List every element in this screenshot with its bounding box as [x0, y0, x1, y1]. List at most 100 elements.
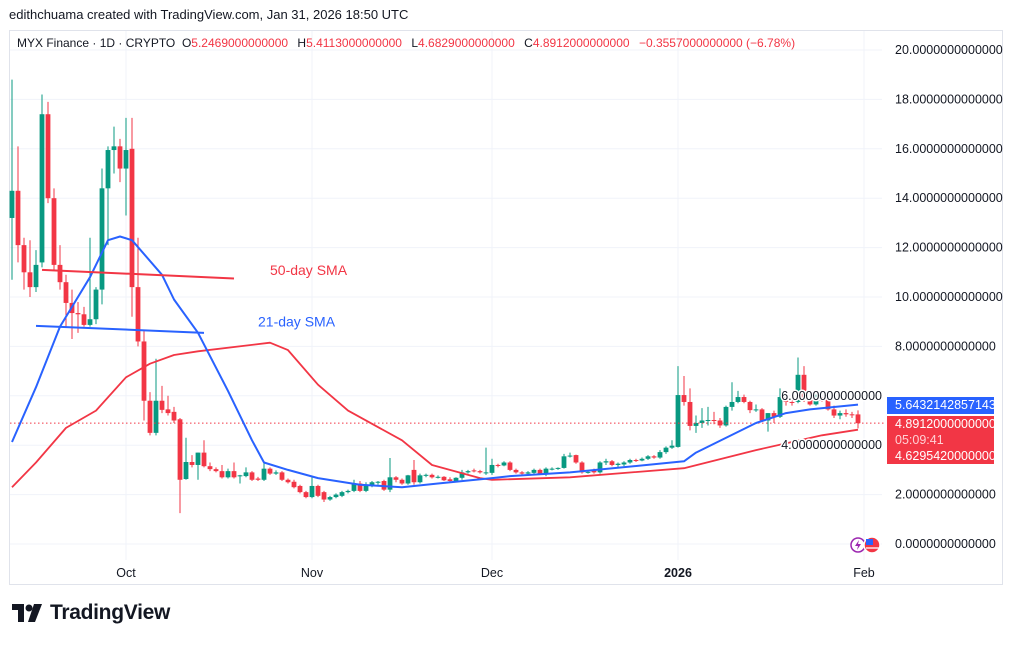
candle — [57, 245, 63, 290]
candle-body — [159, 400, 165, 410]
trendline[interactable] — [41, 268, 235, 280]
candle — [219, 464, 225, 479]
trendline[interactable] — [35, 324, 205, 334]
candle — [795, 357, 801, 404]
candle-body — [315, 485, 321, 496]
candle-body — [555, 467, 561, 469]
candle-body — [165, 409, 171, 414]
price-tick-label: 20.0000000000000 — [895, 43, 1003, 57]
candle — [243, 467, 249, 478]
candle-body — [525, 472, 531, 474]
sma50-price-value: 4.6295420000000 — [895, 449, 996, 463]
candle-body — [699, 420, 705, 423]
candle — [81, 306, 87, 327]
candle-body — [405, 475, 411, 484]
candle — [699, 408, 705, 428]
candle — [15, 146, 21, 263]
candle-body — [519, 472, 525, 474]
candle — [555, 467, 561, 470]
candle-body — [735, 397, 741, 402]
candle — [39, 94, 45, 268]
candle-body — [849, 414, 855, 416]
candle — [735, 390, 741, 404]
tradingview-logo[interactable]: TradingView — [12, 601, 170, 625]
candle-body — [693, 422, 699, 426]
change-value: −0.3557000000000 (−6.78%) — [638, 36, 796, 50]
candle — [291, 479, 297, 489]
candle-body — [495, 464, 501, 466]
candle — [441, 476, 447, 482]
candle-body — [51, 198, 57, 265]
price-tick-label: 8.0000000000000 — [895, 339, 996, 353]
candle-body — [783, 397, 789, 402]
candle — [225, 468, 231, 479]
candle — [711, 411, 717, 425]
candle-body — [111, 146, 117, 151]
candle — [513, 468, 519, 474]
candle-body — [705, 420, 711, 422]
candle — [399, 478, 405, 485]
candle-body — [207, 466, 213, 470]
candle — [99, 168, 105, 305]
candles — [9, 79, 861, 514]
low-label: L — [411, 36, 419, 50]
candle-body — [579, 462, 585, 473]
candle — [27, 240, 33, 297]
candle-body — [411, 469, 417, 483]
candle — [87, 237, 93, 327]
candle — [45, 101, 51, 204]
annotation-label[interactable]: 50-day SMA — [270, 262, 348, 278]
candle — [663, 446, 669, 454]
candle-body — [123, 150, 129, 169]
candle — [117, 138, 123, 183]
candle — [567, 452, 573, 458]
last-price-badge: 4.8912000000000 05:09:41 4.6295420000000 — [887, 416, 996, 464]
candle-body — [135, 287, 141, 342]
candle-body — [741, 397, 747, 402]
annotation-label[interactable]: 21-day SMA — [258, 314, 336, 330]
candle-body — [267, 468, 273, 474]
candle-body — [615, 463, 621, 465]
candle — [261, 462, 267, 482]
candle — [651, 455, 657, 459]
candle-body — [501, 462, 507, 466]
price-tick-label: 4.0000000000000 — [781, 438, 882, 452]
candle — [429, 473, 435, 479]
candle — [159, 385, 165, 414]
candle-body — [105, 150, 111, 189]
candle-body — [363, 484, 369, 491]
candle-body — [477, 471, 483, 473]
candle-body — [45, 114, 51, 199]
candle-body — [459, 472, 465, 478]
candle — [207, 462, 213, 472]
candle — [135, 237, 141, 347]
candle — [417, 473, 423, 484]
candle-body — [603, 461, 609, 463]
candle-body — [27, 272, 33, 288]
candle-body — [291, 481, 297, 488]
candle-body — [147, 400, 153, 433]
candle-body — [711, 420, 717, 422]
candle-body — [513, 469, 519, 473]
candle-body — [63, 282, 69, 303]
logo-text: TradingView — [50, 601, 171, 624]
candle-body — [729, 401, 735, 407]
candle — [615, 462, 621, 468]
candle-body — [387, 477, 393, 490]
candle — [321, 490, 327, 503]
candle-body — [771, 413, 777, 417]
candle — [603, 458, 609, 465]
candle — [459, 469, 465, 480]
candle — [501, 461, 507, 467]
candle — [153, 358, 159, 436]
candle — [483, 447, 489, 475]
candle — [315, 484, 321, 498]
candle-body — [117, 146, 123, 169]
candle-body — [507, 462, 513, 470]
symbol-title[interactable]: MYX Finance · 1D · CRYPTO — [17, 36, 176, 50]
candle-body — [687, 401, 693, 426]
chart-credit: edithchuama created with TradingView.com… — [9, 7, 409, 22]
candle-body — [723, 406, 729, 426]
candle-body — [657, 452, 663, 458]
